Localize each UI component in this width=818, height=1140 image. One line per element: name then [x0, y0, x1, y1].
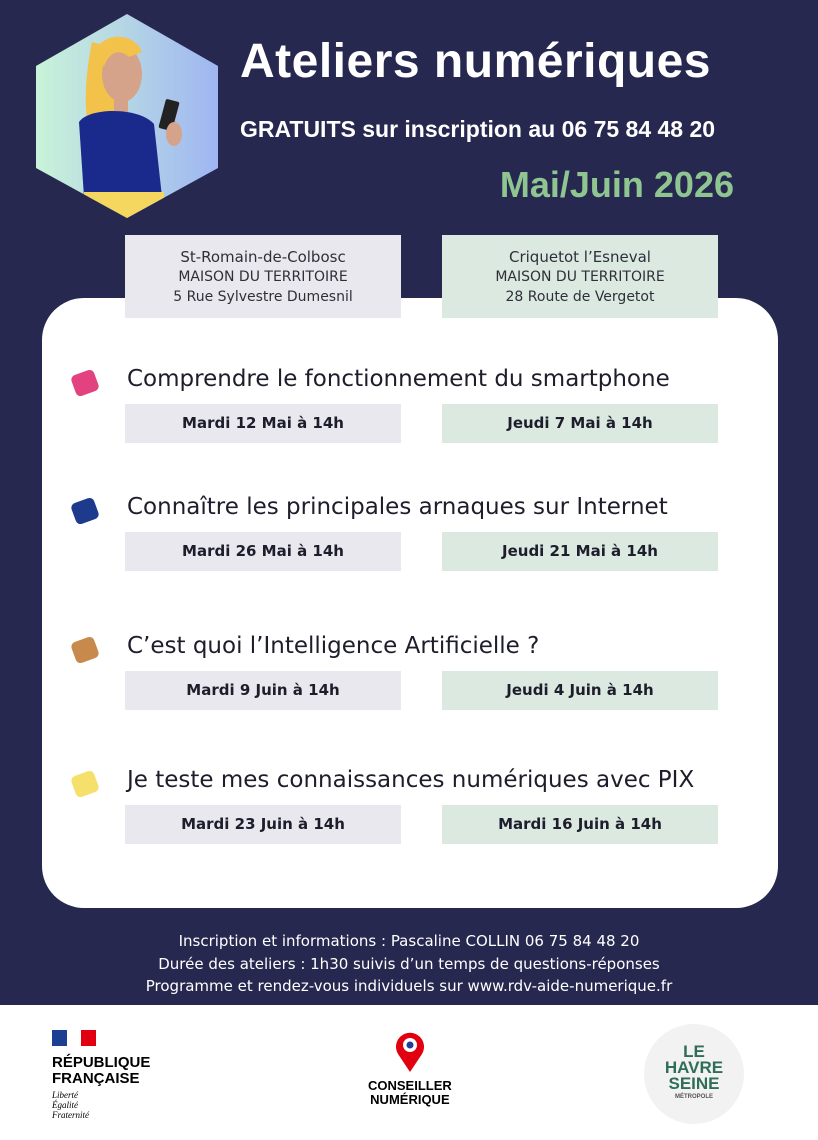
- session: Mardi 26 Mai à 14h: [125, 532, 401, 571]
- havre-logo: LE HAVRE SEINE MÉTROPOLE: [644, 1024, 744, 1124]
- period: Mai/Juin 2026: [499, 164, 734, 205]
- session: Jeudi 21 Mai à 14h: [442, 532, 718, 571]
- town: St-Romain-de-Colbosc: [180, 248, 346, 266]
- conseiller-line: NUMÉRIQUE: [370, 1092, 450, 1107]
- address: 5 Rue Sylvestre Dumesnil: [173, 289, 353, 305]
- location: Criquetot l’Esneval MAISON DU TERRITOIRE…: [442, 235, 718, 318]
- footer-line: Inscription et informations : Pascaline …: [178, 932, 640, 950]
- footer-line: Programme et rendez-vous individuels sur…: [145, 977, 673, 995]
- pin: [395, 1032, 424, 1072]
- illustration: [36, 14, 218, 218]
- subtitle: GRATUITS sur inscription au 06 75 84 48 …: [240, 116, 716, 142]
- motto: Liberté: [52, 1090, 78, 1100]
- republique-line: FRANÇAISE: [52, 1070, 140, 1087]
- workshop-title: Je teste mes connaissances numériques av…: [127, 767, 695, 793]
- havre-line: MÉTROPOLE: [674, 1094, 713, 1100]
- footer-line: Durée des ateliers : 1h30 suivis d’un te…: [158, 955, 660, 973]
- title: Ateliers numériques: [240, 35, 711, 88]
- motto: Égalité: [52, 1100, 78, 1110]
- session: Jeudi 4 Juin à 14h: [442, 671, 718, 710]
- session: Mardi 16 Juin à 14h: [442, 805, 718, 844]
- republique-logo: RÉPUBLIQUE FRANÇAISE Liberté Égalité Fra…: [52, 1030, 150, 1120]
- workshop-title: Connaître les principales arnaques sur I…: [127, 494, 668, 520]
- session: Mardi 9 Juin à 14h: [125, 671, 401, 710]
- town: Criquetot l’Esneval: [509, 248, 651, 266]
- address: 28 Route de Vergetot: [505, 289, 655, 305]
- havre-line: LE: [683, 1042, 705, 1061]
- session: Jeudi 7 Mai à 14h: [442, 404, 718, 443]
- location: St-Romain-de-Colbosc MAISON DU TERRITOIR…: [125, 235, 401, 318]
- flag: [52, 1030, 96, 1046]
- workshop-title: Comprendre le fonctionnement du smartpho…: [127, 366, 670, 392]
- motto: Fraternité: [52, 1110, 89, 1120]
- conseiller-line: CONSEILLER: [368, 1078, 452, 1093]
- building: MAISON DU TERRITOIRE: [178, 269, 348, 285]
- havre-line: SEINE: [668, 1074, 720, 1093]
- session: Mardi 12 Mai à 14h: [125, 404, 401, 443]
- session: Mardi 23 Juin à 14h: [125, 805, 401, 844]
- building: MAISON DU TERRITOIRE: [495, 269, 665, 285]
- workshop-title: C’est quoi l’Intelligence Artificielle ?: [127, 633, 540, 659]
- republique-line: RÉPUBLIQUE: [52, 1054, 151, 1071]
- conseiller-logo: CONSEILLER NUMÉRIQUE: [368, 1030, 452, 1107]
- havre-line: HAVRE: [664, 1058, 724, 1077]
